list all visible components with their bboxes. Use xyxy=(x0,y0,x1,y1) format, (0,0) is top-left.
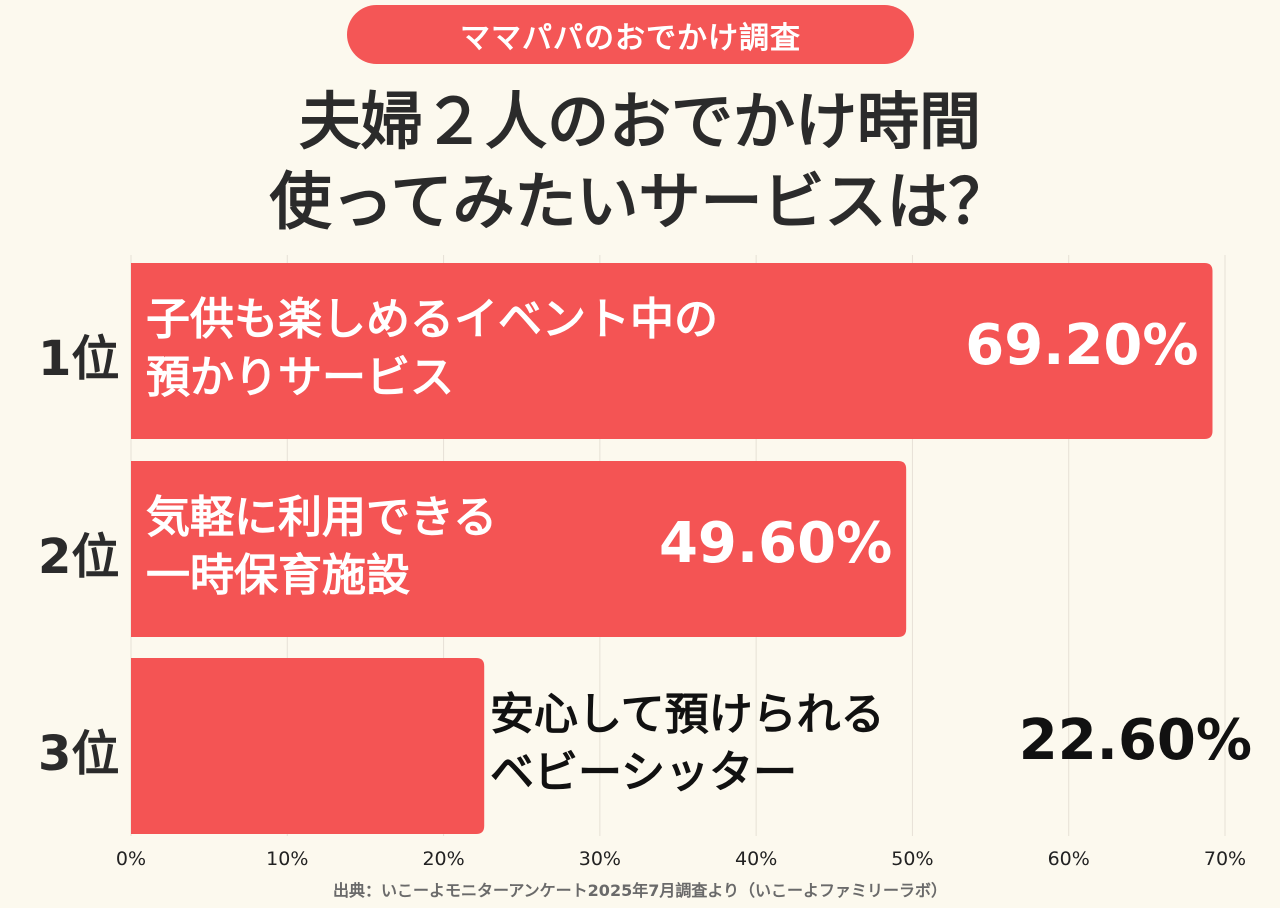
x-tick-label: 50% xyxy=(891,848,934,870)
chart-title-line-1: 夫婦２人のおでかけ時間 xyxy=(298,85,981,158)
chart-title-line-2: 使ってみたいサービスは？ xyxy=(269,165,1011,238)
category-label-line: 預かりサービス xyxy=(146,352,454,403)
category-label-line: 安心して預けられる xyxy=(490,689,885,740)
x-tick-label: 0% xyxy=(115,848,147,870)
data-label: 49.60% xyxy=(658,511,893,576)
category-label: 子供も楽しめるイベント中の 預かりサービス xyxy=(146,291,718,407)
rank-label: 1位 xyxy=(38,331,120,387)
data-label: 22.60% xyxy=(1018,708,1252,773)
category-label-line: 子供も楽しめるイベント中の xyxy=(146,294,718,345)
x-tick-label: 40% xyxy=(735,848,778,870)
category-label: 気軽に利用できる 一時保育施設 xyxy=(146,489,497,605)
data-label: 69.20% xyxy=(965,313,1199,378)
category-label-line: 気軽に利用できる xyxy=(146,492,498,543)
bar xyxy=(131,658,485,834)
x-tick-label: 30% xyxy=(578,848,621,870)
rank-label: 3位 xyxy=(38,726,120,782)
source-note: 出典：いこーよモニターアンケート2025年7月調査より（いこーよファミリーラボ） xyxy=(332,881,948,900)
x-tick-label: 20% xyxy=(422,848,465,870)
x-tick-label: 70% xyxy=(1203,848,1247,870)
x-tick-label: 60% xyxy=(1047,848,1090,870)
bar xyxy=(131,263,1213,439)
x-tick-label: 10% xyxy=(266,848,309,870)
bar xyxy=(131,461,907,637)
rank-label: 2位 xyxy=(38,529,120,585)
category-label: 安心して預けられる ベビーシッター xyxy=(490,686,885,802)
survey-badge: ママパパのおでかけ調査 xyxy=(347,5,914,64)
category-label-line: ベビーシッター xyxy=(490,747,798,798)
category-label-line: 一時保育施設 xyxy=(146,550,410,601)
